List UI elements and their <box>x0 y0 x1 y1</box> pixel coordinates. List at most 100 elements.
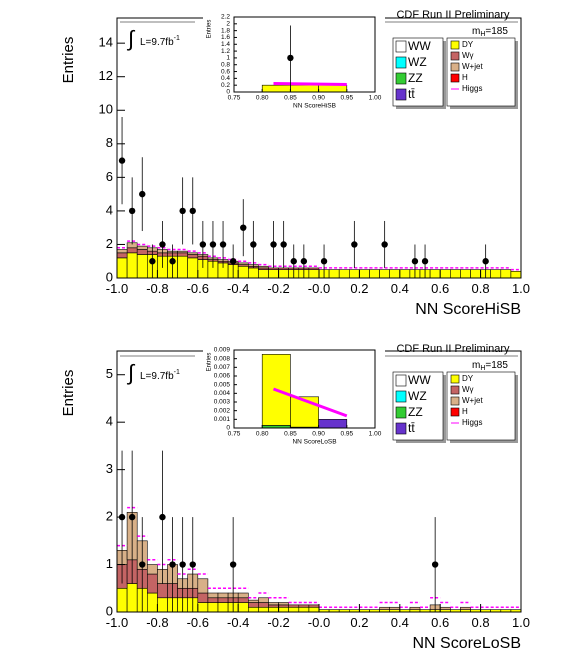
legend-label: ZZ <box>408 71 423 85</box>
legend-label: Wγ <box>462 51 474 60</box>
y-tick-label: 2.2 <box>221 14 230 21</box>
bar-segment <box>197 592 209 603</box>
y-tick-label: 5 <box>106 366 113 381</box>
bar-segment <box>288 604 300 608</box>
bar-segment <box>318 419 348 429</box>
y-tick-label: 0.007 <box>214 364 231 371</box>
x-tick-label: 1.0 <box>512 615 530 630</box>
bar-segment <box>136 245 148 250</box>
legend-swatch <box>395 88 407 101</box>
y-tick-label: 1 <box>226 55 230 62</box>
mass-rest: =185 <box>485 26 508 37</box>
x-tick-label: 0.2 <box>350 281 368 296</box>
data-point <box>280 241 287 248</box>
legend-label: H <box>462 73 468 82</box>
y-tick-label: 0 <box>226 89 230 96</box>
bar-segment <box>439 606 451 610</box>
x-tick-label: 1.00 <box>369 431 382 438</box>
x-tick-label: -0.2 <box>267 615 289 630</box>
y-tick-label: 0.002 <box>214 407 231 414</box>
bar-segment <box>278 269 290 279</box>
x-tick-label: 0.2 <box>350 615 368 630</box>
y-tick-label: 0 <box>106 603 113 618</box>
bar-segment <box>278 267 290 270</box>
y-tick-label: 0.009 <box>214 347 231 354</box>
data-point <box>240 224 247 231</box>
higgs-line <box>272 387 348 418</box>
x-tick-label: 0.4 <box>391 281 409 296</box>
bar-segment <box>500 269 512 279</box>
bar-segment <box>308 267 320 270</box>
data-point <box>287 54 294 62</box>
bar-segment <box>177 255 189 279</box>
data-point <box>229 258 237 265</box>
data-point <box>179 561 186 568</box>
bar-segment <box>318 84 348 93</box>
y-tick-label: 14 <box>99 35 113 50</box>
y-tick-label: 12 <box>99 68 113 83</box>
bar-segment <box>147 573 158 594</box>
x-tick-label: -0.8 <box>146 281 168 296</box>
x-tick-label: 0.4 <box>391 615 409 630</box>
legend-label: WW <box>408 39 431 53</box>
legend-swatch <box>450 40 460 50</box>
data-point <box>189 561 196 568</box>
legend-swatch <box>395 72 407 85</box>
x-tick-label: 0.8 <box>472 281 490 296</box>
x-tick-label: 0.90 <box>312 431 325 438</box>
bar-segment <box>147 564 158 575</box>
integral: ∫ <box>126 26 136 51</box>
bar-segment <box>409 606 421 610</box>
bar-segment <box>116 257 128 279</box>
legend-swatch <box>450 385 460 395</box>
x-tick-label: 0.75 <box>228 431 241 438</box>
y-tick-label: 6 <box>106 169 113 184</box>
bar-segment <box>460 269 471 279</box>
bar-segment <box>359 269 370 279</box>
x-tick-label: -0.6 <box>187 281 209 296</box>
bar-segment <box>207 597 219 603</box>
bar-segment <box>308 604 320 608</box>
bar-segment <box>268 606 279 613</box>
bar-segment <box>389 269 401 279</box>
legend-swatch <box>450 73 460 83</box>
bar-segment <box>369 269 380 279</box>
bar-segment <box>290 84 319 93</box>
mass-sub: H <box>480 365 485 372</box>
lumi: L=9.7fb-1 <box>140 35 180 48</box>
bar-segment <box>389 606 401 610</box>
bar-segment <box>268 602 279 606</box>
x-tick-label: -0.8 <box>146 615 168 630</box>
y-tick-label: 0 <box>106 269 113 284</box>
integral: ∫ <box>126 360 136 385</box>
bar-segment <box>237 592 249 599</box>
x-tick-label: -0.0 <box>308 281 330 296</box>
legend-label: tt̄ <box>408 87 415 101</box>
data-point <box>351 241 358 248</box>
y-tick-label: 0.003 <box>214 399 231 406</box>
legend-label: DY <box>462 374 474 383</box>
mass-label: mH=185 <box>472 360 508 372</box>
y-tick-label: 0.001 <box>214 416 231 423</box>
lumi-exp: -1 <box>174 35 180 42</box>
x-tick-label: 0.95 <box>340 95 353 102</box>
legend-label: WZ <box>408 55 427 69</box>
bar-segment <box>258 269 269 279</box>
y-tick-label: 10 <box>99 102 113 117</box>
legend-label: W+jet <box>462 396 483 405</box>
data-point <box>139 561 146 568</box>
bar-segment <box>217 597 229 603</box>
bar-segment <box>136 249 148 255</box>
legend-label: ZZ <box>408 405 423 419</box>
data-point <box>300 258 308 265</box>
bar-segment <box>261 84 291 93</box>
bar-segment <box>157 583 168 599</box>
bar-segment <box>147 592 158 613</box>
bar-segment <box>288 606 300 613</box>
data-point <box>381 241 388 248</box>
lumi-exp: -1 <box>174 369 180 376</box>
bar-segment <box>217 602 229 613</box>
y-tick-label: 2 <box>106 509 113 524</box>
legend-label: W+jet <box>462 62 483 71</box>
bar-segment <box>379 606 391 610</box>
